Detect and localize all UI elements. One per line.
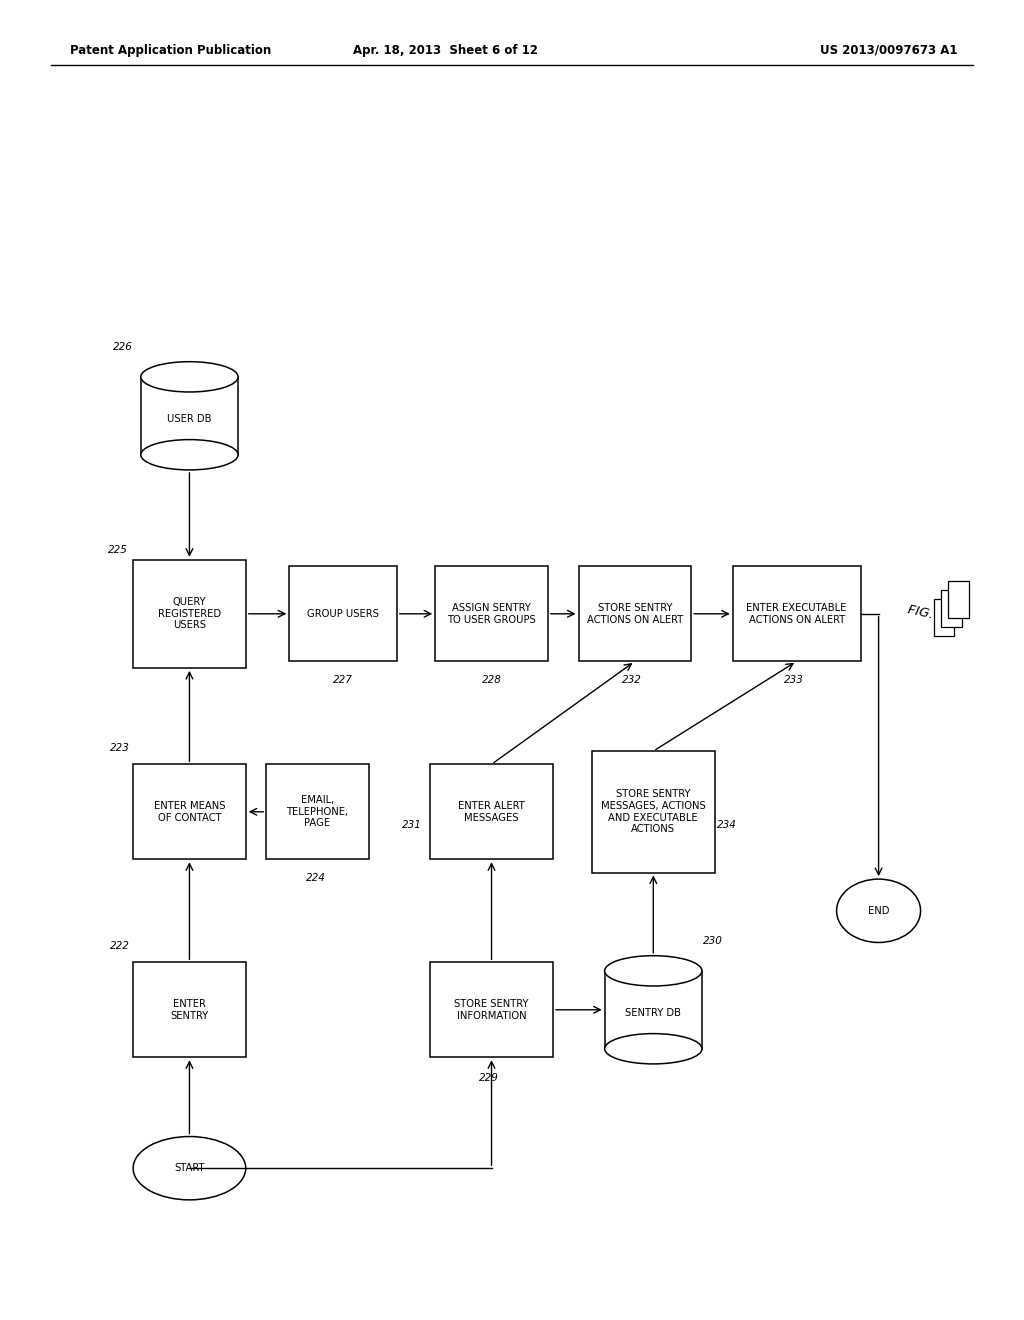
Text: STORE SENTRY
INFORMATION: STORE SENTRY INFORMATION	[455, 999, 528, 1020]
Text: QUERY
REGISTERED
USERS: QUERY REGISTERED USERS	[158, 597, 221, 631]
FancyBboxPatch shape	[733, 566, 860, 661]
FancyBboxPatch shape	[948, 581, 969, 618]
Text: STORE SENTRY
MESSAGES, ACTIONS
AND EXECUTABLE
ACTIONS: STORE SENTRY MESSAGES, ACTIONS AND EXECU…	[601, 789, 706, 834]
Text: END: END	[868, 906, 889, 916]
Ellipse shape	[837, 879, 921, 942]
FancyBboxPatch shape	[941, 590, 962, 627]
FancyBboxPatch shape	[133, 560, 246, 668]
FancyBboxPatch shape	[934, 599, 954, 636]
Text: 228: 228	[481, 675, 502, 685]
Text: STORE SENTRY
ACTIONS ON ALERT: STORE SENTRY ACTIONS ON ALERT	[587, 603, 683, 624]
Text: Apr. 18, 2013  Sheet 6 of 12: Apr. 18, 2013 Sheet 6 of 12	[353, 44, 538, 57]
Text: 222: 222	[110, 941, 130, 952]
Ellipse shape	[604, 956, 702, 986]
Text: START: START	[174, 1163, 205, 1173]
Text: ENTER MEANS
OF CONTACT: ENTER MEANS OF CONTACT	[154, 801, 225, 822]
Ellipse shape	[141, 362, 238, 392]
Text: ENTER ALERT
MESSAGES: ENTER ALERT MESSAGES	[458, 801, 525, 822]
Text: FIG. 6: FIG. 6	[906, 603, 947, 624]
Text: ASSIGN SENTRY
TO USER GROUPS: ASSIGN SENTRY TO USER GROUPS	[447, 603, 536, 624]
Text: 229: 229	[478, 1073, 499, 1084]
Text: 234: 234	[717, 820, 737, 830]
Ellipse shape	[141, 440, 238, 470]
FancyBboxPatch shape	[435, 566, 548, 661]
Text: EMAIL,
TELEPHONE,
PAGE: EMAIL, TELEPHONE, PAGE	[287, 795, 348, 829]
Text: ENTER
SENTRY: ENTER SENTRY	[170, 999, 209, 1020]
Text: 223: 223	[110, 743, 130, 754]
FancyBboxPatch shape	[266, 764, 369, 859]
FancyBboxPatch shape	[430, 764, 553, 859]
Text: US 2013/0097673 A1: US 2013/0097673 A1	[820, 44, 957, 57]
Text: 233: 233	[783, 675, 804, 685]
Text: GROUP USERS: GROUP USERS	[307, 609, 379, 619]
Text: 227: 227	[333, 675, 353, 685]
Text: 226: 226	[113, 342, 133, 352]
Text: ENTER EXECUTABLE
ACTIONS ON ALERT: ENTER EXECUTABLE ACTIONS ON ALERT	[746, 603, 847, 624]
Polygon shape	[604, 970, 702, 1049]
Polygon shape	[141, 376, 238, 455]
Ellipse shape	[604, 1034, 702, 1064]
Text: 231: 231	[401, 820, 422, 830]
FancyBboxPatch shape	[133, 962, 246, 1057]
Text: 225: 225	[108, 545, 128, 556]
FancyBboxPatch shape	[430, 962, 553, 1057]
FancyBboxPatch shape	[592, 751, 715, 873]
Text: 230: 230	[702, 936, 723, 946]
Ellipse shape	[133, 1137, 246, 1200]
FancyBboxPatch shape	[579, 566, 691, 661]
Text: 224: 224	[305, 873, 326, 883]
FancyBboxPatch shape	[133, 764, 246, 859]
Text: USER DB: USER DB	[167, 414, 212, 424]
Text: 232: 232	[622, 675, 642, 685]
Text: SENTRY DB: SENTRY DB	[626, 1008, 681, 1018]
FancyBboxPatch shape	[290, 566, 397, 661]
Text: Patent Application Publication: Patent Application Publication	[70, 44, 271, 57]
